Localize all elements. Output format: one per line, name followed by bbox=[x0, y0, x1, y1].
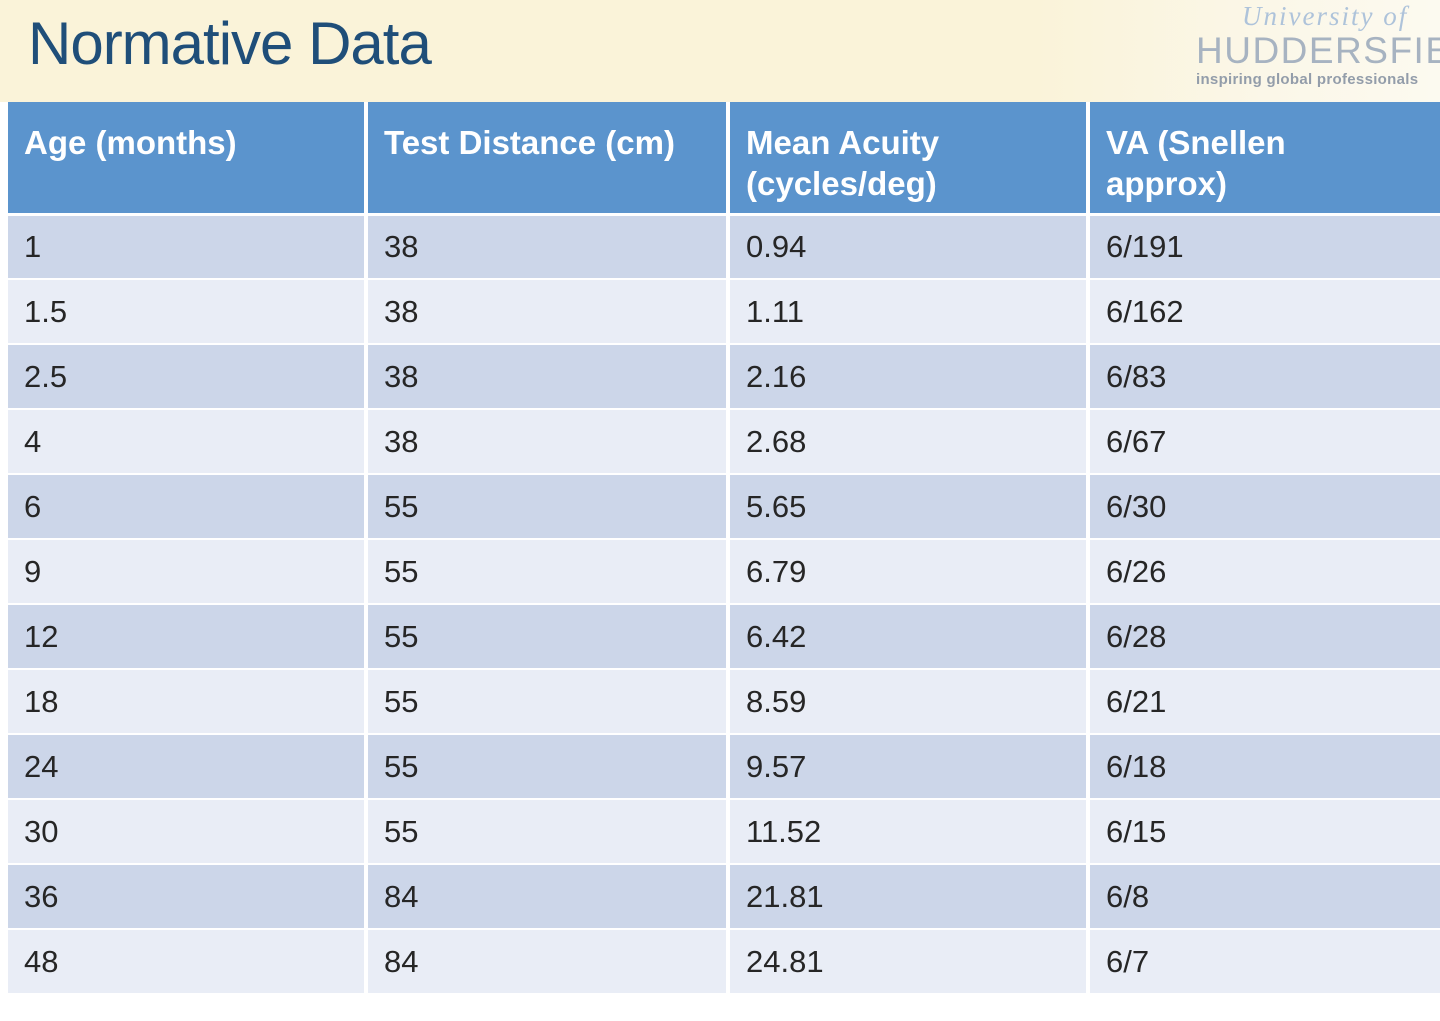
table-row: 30 55 11.52 6/15 bbox=[8, 799, 1440, 865]
logo-university-of-text: University of bbox=[1242, 1, 1409, 31]
cell-age-months: 1 bbox=[8, 214, 368, 280]
table-row: 36 84 21.81 6/8 bbox=[8, 864, 1440, 930]
cell-mean-acuity: 0.94 bbox=[728, 214, 1090, 280]
cell-mean-acuity: 21.81 bbox=[728, 864, 1090, 930]
table-row: 12 55 6.42 6/28 bbox=[8, 604, 1440, 670]
table-row: 24 55 9.57 6/18 bbox=[8, 734, 1440, 800]
cell-test-distance: 55 bbox=[366, 604, 730, 670]
header-row: Age (months) Test Distance (cm) Mean Acu… bbox=[8, 102, 1440, 216]
cell-va-snellen: 6/83 bbox=[1088, 344, 1440, 410]
cell-age-months: 1.5 bbox=[8, 279, 368, 345]
cell-test-distance: 55 bbox=[366, 734, 730, 800]
cell-va-snellen: 6/8 bbox=[1088, 864, 1440, 930]
cell-age-months: 4 bbox=[8, 409, 368, 475]
cell-age-months: 48 bbox=[8, 929, 368, 995]
header-age-months-line1: Age (months) bbox=[24, 124, 237, 161]
slide: Normative Data University of HUDDERSFIEL… bbox=[0, 0, 1440, 995]
header-mean-acuity: Mean Acuity (cycles/deg) bbox=[728, 102, 1090, 216]
table-row: 9 55 6.79 6/26 bbox=[8, 539, 1440, 605]
cell-test-distance: 38 bbox=[366, 409, 730, 475]
cell-mean-acuity: 5.65 bbox=[728, 474, 1090, 540]
table-row: 2.5 38 2.16 6/83 bbox=[8, 344, 1440, 410]
cell-age-months: 2.5 bbox=[8, 344, 368, 410]
cell-mean-acuity: 6.42 bbox=[728, 604, 1090, 670]
cell-va-snellen: 6/18 bbox=[1088, 734, 1440, 800]
header-mean-acuity-line1: Mean Acuity bbox=[746, 124, 940, 161]
table-body: 1 38 0.94 6/191 1.5 38 1.11 6/162 2.5 38… bbox=[8, 214, 1440, 995]
cell-test-distance: 55 bbox=[366, 799, 730, 865]
cell-mean-acuity: 24.81 bbox=[728, 929, 1090, 995]
logo-tagline-text: inspiring global professionals bbox=[1196, 70, 1419, 88]
cell-mean-acuity: 8.59 bbox=[728, 669, 1090, 735]
cell-mean-acuity: 2.68 bbox=[728, 409, 1090, 475]
table-row: 48 84 24.81 6/7 bbox=[8, 929, 1440, 995]
table-row: 18 55 8.59 6/21 bbox=[8, 669, 1440, 735]
cell-test-distance: 55 bbox=[366, 474, 730, 540]
cell-mean-acuity: 2.16 bbox=[728, 344, 1090, 410]
cell-va-snellen: 6/162 bbox=[1088, 279, 1440, 345]
table-row: 6 55 5.65 6/30 bbox=[8, 474, 1440, 540]
title-banner: Normative Data University of HUDDERSFIEL… bbox=[0, 0, 1440, 102]
cell-test-distance: 38 bbox=[366, 344, 730, 410]
header-mean-acuity-line2: (cycles/deg) bbox=[746, 165, 937, 203]
cell-age-months: 6 bbox=[8, 474, 368, 540]
university-logo: University of HUDDERSFIELD inspiring glo… bbox=[1196, 1, 1440, 89]
cell-test-distance: 55 bbox=[366, 539, 730, 605]
table-area: Age (months) Test Distance (cm) Mean Acu… bbox=[0, 102, 1440, 995]
table-row: 1.5 38 1.11 6/162 bbox=[8, 279, 1440, 345]
cell-mean-acuity: 1.11 bbox=[728, 279, 1090, 345]
cell-age-months: 30 bbox=[8, 799, 368, 865]
normative-data-table: Age (months) Test Distance (cm) Mean Acu… bbox=[8, 102, 1440, 995]
cell-va-snellen: 6/28 bbox=[1088, 604, 1440, 670]
cell-mean-acuity: 6.79 bbox=[728, 539, 1090, 605]
cell-mean-acuity: 11.52 bbox=[728, 799, 1090, 865]
header-test-distance: Test Distance (cm) bbox=[366, 102, 730, 216]
table-row: 1 38 0.94 6/191 bbox=[8, 214, 1440, 280]
cell-test-distance: 55 bbox=[366, 669, 730, 735]
cell-va-snellen: 6/191 bbox=[1088, 214, 1440, 280]
header-va-snellen-line1: VA (Snellen bbox=[1106, 124, 1286, 161]
cell-va-snellen: 6/67 bbox=[1088, 409, 1440, 475]
header-test-distance-line1: Test Distance (cm) bbox=[384, 124, 675, 161]
header-va-snellen-line2: approx) bbox=[1106, 165, 1228, 203]
cell-test-distance: 84 bbox=[366, 929, 730, 995]
cell-test-distance: 84 bbox=[366, 864, 730, 930]
cell-va-snellen: 6/30 bbox=[1088, 474, 1440, 540]
cell-va-snellen: 6/21 bbox=[1088, 669, 1440, 735]
cell-test-distance: 38 bbox=[366, 214, 730, 280]
cell-age-months: 24 bbox=[8, 734, 368, 800]
cell-mean-acuity: 9.57 bbox=[728, 734, 1090, 800]
cell-test-distance: 38 bbox=[366, 279, 730, 345]
cell-age-months: 9 bbox=[8, 539, 368, 605]
cell-va-snellen: 6/7 bbox=[1088, 929, 1440, 995]
table-row: 4 38 2.68 6/67 bbox=[8, 409, 1440, 475]
cell-va-snellen: 6/15 bbox=[1088, 799, 1440, 865]
logo-huddersfield-text: HUDDERSFIELD bbox=[1196, 29, 1440, 71]
page-title: Normative Data bbox=[28, 10, 432, 77]
cell-va-snellen: 6/26 bbox=[1088, 539, 1440, 605]
header-va-snellen: VA (Snellen approx) bbox=[1088, 102, 1440, 216]
header-age-months: Age (months) bbox=[8, 102, 368, 216]
cell-age-months: 18 bbox=[8, 669, 368, 735]
cell-age-months: 36 bbox=[8, 864, 368, 930]
cell-age-months: 12 bbox=[8, 604, 368, 670]
